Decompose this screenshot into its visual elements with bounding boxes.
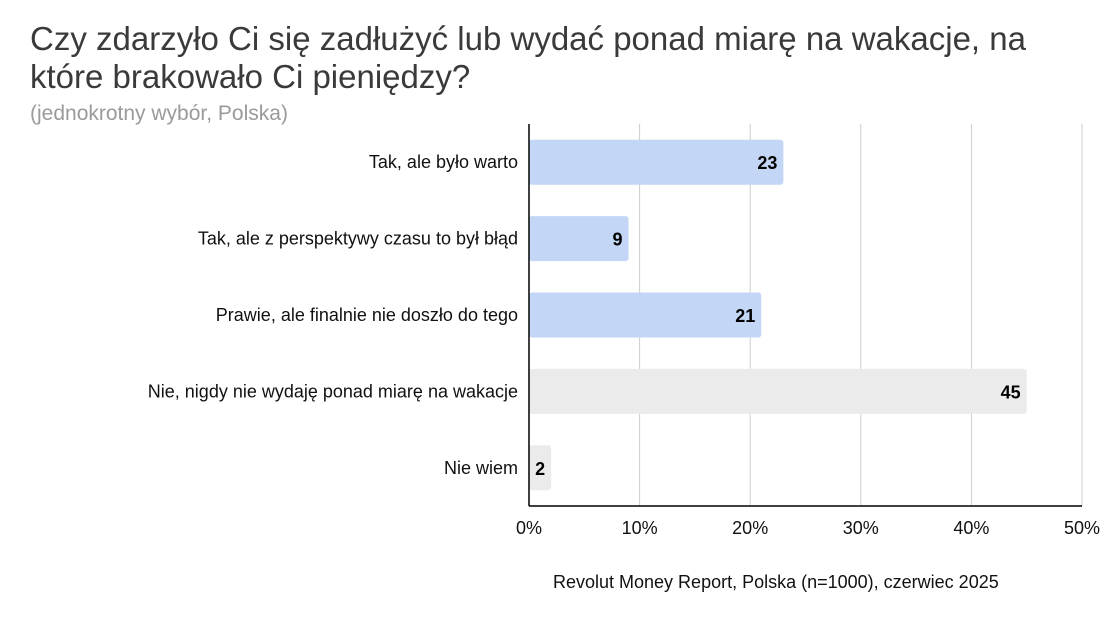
x-tick-label: 30% <box>843 518 879 538</box>
chart-subtitle: (jednokrotny wybór, Polska) <box>30 102 288 125</box>
category-label: Tak, ale było warto <box>369 152 518 172</box>
category-label: Prawie, ale finalnie nie doszło do tego <box>216 305 518 325</box>
bar <box>529 216 629 262</box>
bar <box>529 292 762 338</box>
category-label: Nie, nigdy nie wydaję ponad miarę na wak… <box>148 381 518 401</box>
chart-title: Czy zdarzyło Ci się zadłużyć lub wydać p… <box>30 20 1026 95</box>
data-label: 45 <box>1001 382 1021 402</box>
data-label: 23 <box>757 153 777 173</box>
bar <box>529 445 552 491</box>
x-tick-label: 20% <box>732 518 768 538</box>
x-tick-label: 40% <box>953 518 989 538</box>
chart-source-note: Revolut Money Report, Polska (n=1000), c… <box>553 572 999 592</box>
x-tick-label: 0% <box>516 518 542 538</box>
category-label: Nie wiem <box>444 458 518 478</box>
data-label: 9 <box>613 230 623 250</box>
bar <box>529 139 784 185</box>
data-label: 21 <box>735 306 755 326</box>
bar <box>529 368 1027 414</box>
data-label: 2 <box>535 459 545 479</box>
x-tick-label: 10% <box>622 518 658 538</box>
category-label: Tak, ale z perspektywy czasu to był błąd <box>198 229 518 249</box>
x-tick-label: 50% <box>1064 518 1100 538</box>
